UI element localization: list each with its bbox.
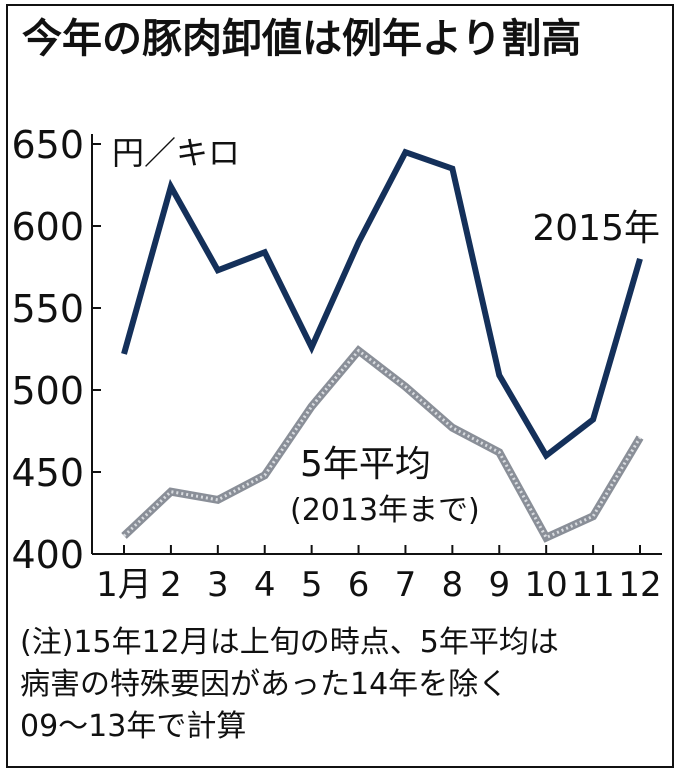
line-chart: 400 450 500 550 600 650 円／キロ 1月 2 3 4 5 6 7 8 9 10 11 12 20… [11,123,662,605]
x-tick-label-12: 12 [618,565,661,605]
x-tick-label-9: 9 [488,565,510,605]
x-tick-label-5: 5 [301,565,323,605]
series-line-2015 [121,148,643,461]
y-tick-label-650: 650 [11,123,84,167]
footnote-line-3: 09～13年で計算 [20,709,247,744]
x-tick-label-10: 10 [525,565,568,605]
y-tick-label-500: 500 [11,369,84,413]
x-tick-label-2: 2 [160,565,182,605]
series-label-5yr-average: 5年平均 [300,444,431,485]
series-label-2015: 2015年 [532,208,660,249]
series-label-5yr-average-sub: (2013年まで) [290,493,480,528]
y-tick-label-450: 450 [11,451,84,495]
x-tick-label-4: 4 [254,565,276,605]
chart-frame: 今年の豚肉卸値は例年より割高 400 450 500 550 600 650 円／キロ 1月 2… [6,4,674,768]
y-tick-label-600: 600 [11,205,84,249]
y-tick-label-400: 400 [11,533,84,577]
footnote-line-1: (注)15年12月は上旬の時点、5年平均は [20,625,559,660]
x-tick-label-3: 3 [207,565,229,605]
x-tick-label-6: 6 [348,565,370,605]
footnote-line-2: 病害の特殊要因があった14年を除く [20,667,509,702]
chart-title: 今年の豚肉卸値は例年より割高 [22,16,582,62]
x-tick-label-7: 7 [395,565,417,605]
x-tick-label-11: 11 [571,565,614,605]
series-line-5yr-average-texture [122,348,642,540]
x-tick-label-8: 8 [442,565,464,605]
chart-footnote: (注)15年12月は上旬の時点、5年平均は 病害の特殊要因があった14年を除く … [20,622,668,748]
y-tick-label-550: 550 [11,287,84,331]
y-axis-unit-label: 円／キロ [112,134,240,172]
x-tick-label-1: 1月 [96,565,152,605]
